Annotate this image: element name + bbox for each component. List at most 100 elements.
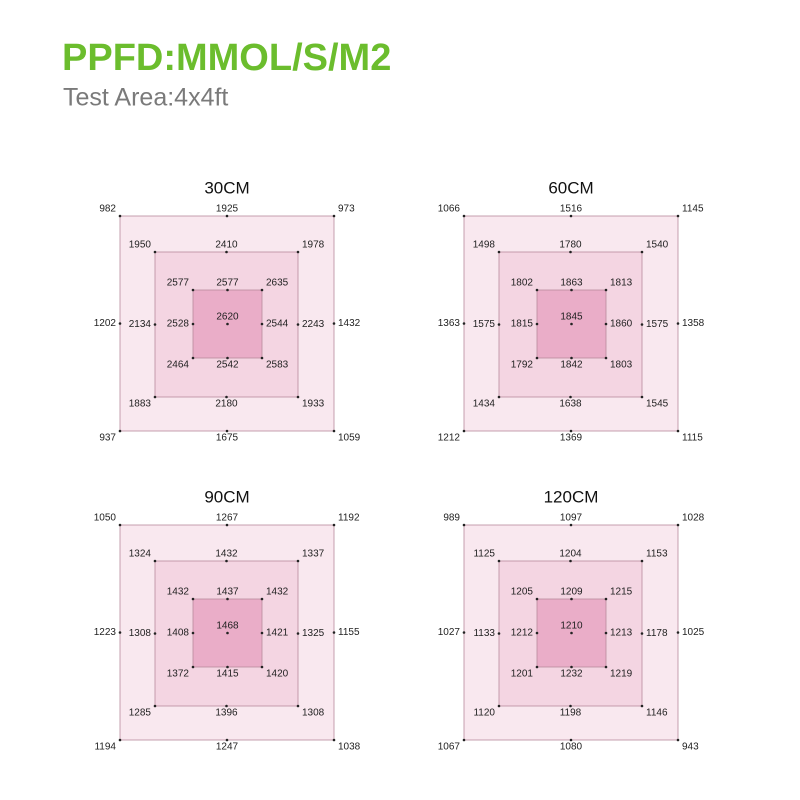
point: [604, 322, 608, 326]
point: [226, 665, 229, 669]
value-label: 2410: [215, 240, 238, 251]
value-label: 1080: [560, 742, 583, 753]
value-label: 1210: [560, 621, 583, 632]
value-label: 1396: [215, 708, 238, 719]
value-label: 2243: [302, 319, 325, 330]
value-label: 1325: [302, 628, 325, 639]
point: [640, 395, 644, 399]
point: [535, 597, 539, 601]
point: [260, 631, 264, 635]
point: [191, 322, 195, 326]
point: [604, 631, 608, 635]
point: [570, 597, 573, 601]
value-label: 1219: [610, 669, 633, 680]
point: [118, 429, 122, 433]
point: [569, 395, 572, 399]
value-label: 1792: [511, 360, 534, 371]
panel-label: 90CM: [204, 487, 249, 506]
value-label: 1178: [646, 628, 668, 639]
value-label: 1066: [438, 204, 461, 215]
value-label: 1201: [511, 669, 534, 680]
point: [497, 250, 501, 254]
value-label: 1204: [559, 549, 582, 560]
value-label: 2180: [215, 399, 238, 410]
point: [332, 738, 336, 742]
value-label: 1213: [610, 628, 633, 639]
point: [604, 288, 608, 292]
point: [226, 356, 229, 360]
value-label: 2134: [129, 319, 152, 330]
point: [497, 559, 501, 563]
value-label: 1215: [610, 587, 633, 598]
value-label: 1933: [302, 399, 325, 410]
value-label: 1802: [511, 278, 534, 289]
point: [676, 322, 680, 325]
value-label: 1540: [646, 240, 669, 251]
value-label: 1434: [473, 399, 496, 410]
point: [153, 250, 157, 254]
value-label: 1950: [129, 240, 152, 251]
value-label: 1067: [438, 742, 461, 753]
value-label: 1025: [682, 627, 705, 638]
point: [462, 523, 466, 527]
point: [535, 322, 539, 326]
point: [570, 356, 573, 360]
point: [332, 523, 336, 527]
value-label: 1285: [129, 708, 152, 719]
point: [462, 738, 466, 742]
point: [260, 322, 264, 326]
point: [296, 250, 300, 254]
value-label: 2577: [167, 278, 190, 289]
point: [225, 429, 229, 433]
value-label: 1575: [646, 319, 669, 330]
point: [225, 395, 228, 399]
value-label: 1192: [338, 513, 360, 524]
value-label: 1415: [216, 669, 239, 680]
value-label: 1202: [94, 318, 117, 329]
value-label: 1209: [560, 587, 583, 598]
value-label: 1247: [216, 742, 239, 753]
point: [462, 429, 466, 433]
value-label: 1863: [560, 278, 583, 289]
point: [570, 322, 573, 326]
value-label: 1420: [266, 669, 289, 680]
point: [676, 429, 680, 433]
point: [226, 597, 229, 601]
value-label: 1780: [559, 240, 582, 251]
point: [225, 523, 229, 527]
point: [260, 665, 264, 669]
point: [225, 704, 228, 708]
value-label: 1978: [302, 240, 325, 251]
point: [569, 704, 572, 708]
value-label: 1125: [473, 549, 495, 560]
point: [226, 288, 229, 292]
point: [569, 523, 573, 527]
point: [296, 323, 300, 326]
point: [569, 738, 573, 742]
value-label: 1421: [266, 628, 289, 639]
value-label: 1437: [216, 587, 239, 598]
point: [676, 738, 680, 742]
value-label: 1925: [216, 204, 239, 215]
point: [296, 632, 300, 635]
value-label: 1468: [216, 621, 239, 632]
value-label: 1232: [560, 669, 583, 680]
point: [640, 559, 644, 563]
point: [676, 214, 680, 218]
point: [497, 395, 501, 399]
value-label: 1050: [94, 513, 117, 524]
point: [569, 559, 572, 563]
value-label: 2583: [266, 360, 289, 371]
value-label: 1432: [167, 587, 190, 598]
value-label: 1324: [129, 549, 152, 560]
point: [604, 597, 608, 601]
point: [535, 631, 539, 635]
point: [260, 356, 264, 360]
point: [225, 250, 228, 254]
point: [569, 250, 572, 254]
point: [153, 704, 157, 708]
point: [640, 632, 644, 635]
value-label: 1308: [302, 708, 325, 719]
point: [153, 395, 157, 399]
